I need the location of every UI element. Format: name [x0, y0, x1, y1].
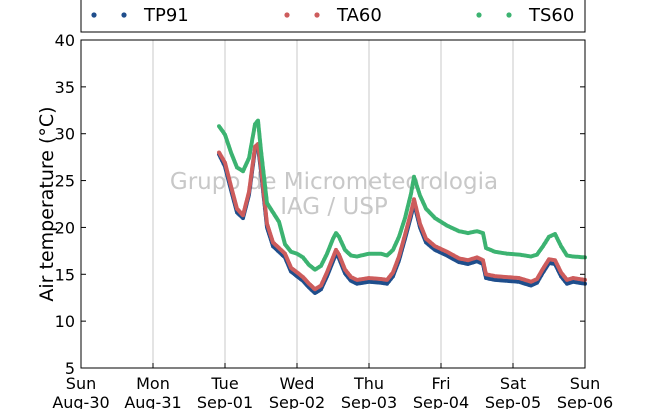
series-ta60 [217, 142, 587, 292]
legend-label: TS60 [528, 5, 574, 26]
y-tick-label: 40 [55, 31, 75, 50]
x-tick-label-day: Tue [210, 374, 238, 393]
x-tick-label-day: Fri [431, 374, 450, 393]
x-tick-label-date: Sep-05 [485, 393, 541, 409]
watermark-line-1: Grupo de Micrometeorologia [170, 169, 498, 195]
legend-marker [284, 12, 290, 18]
watermark-line-2: IAG / USP [280, 194, 388, 220]
x-tick-label-day: Sun [570, 374, 600, 393]
series-tp91 [217, 144, 587, 295]
x-tick-label-day: Wed [280, 374, 315, 393]
x-tick-label-date: Sep-03 [341, 393, 397, 409]
y-axis: 5 10 15 20 25 30 35 40 [55, 31, 585, 378]
legend-label: TP91 [143, 5, 189, 26]
axes-frame [80, 39, 586, 369]
legend: TP91 TA60 TS60 [80, 0, 586, 33]
y-tick-label: 10 [55, 312, 75, 331]
y-axis-label: Air temperature (°C) [36, 106, 58, 301]
x-tick-label-day: Thu [353, 374, 384, 393]
x-grid [152, 40, 514, 368]
y-tick-label: 25 [55, 172, 75, 191]
legend-frame [80, 0, 586, 33]
x-axis: SunAug-30MonAug-31TueSep-01WedSep-02ThuS… [52, 363, 613, 412]
y-tick-label: 30 [55, 125, 75, 144]
y-tick-label: 35 [55, 78, 75, 97]
x-tick-label-date: Sep-04 [413, 393, 469, 409]
plot-points [217, 118, 587, 295]
x-tick-label-date: Sep-01 [197, 393, 253, 409]
x-tick-label-date: Aug-30 [52, 393, 109, 409]
x-tick-label-date: Sep-06 [557, 393, 613, 409]
y-tick-label: 5 [65, 359, 75, 378]
legend-marker [506, 12, 512, 18]
x-tick-label-day: Sun [66, 374, 96, 393]
legend-marker [121, 12, 127, 18]
y-tick-label: 15 [55, 265, 75, 284]
legend-marker [91, 12, 97, 18]
x-tick-label-date: Sep-02 [269, 393, 325, 409]
y-tick-label: 20 [55, 218, 75, 237]
watermark: Grupo de Micrometeorologia IAG / USP [170, 169, 498, 220]
legend-label: TA60 [336, 5, 382, 26]
legend-marker [314, 12, 320, 18]
x-tick-label-day: Mon [136, 374, 170, 393]
x-tick-label-date: Aug-31 [124, 393, 181, 409]
legend-marker [476, 12, 482, 18]
x-tick-label-day: Sat [500, 374, 526, 393]
series-ts60 [217, 118, 587, 272]
